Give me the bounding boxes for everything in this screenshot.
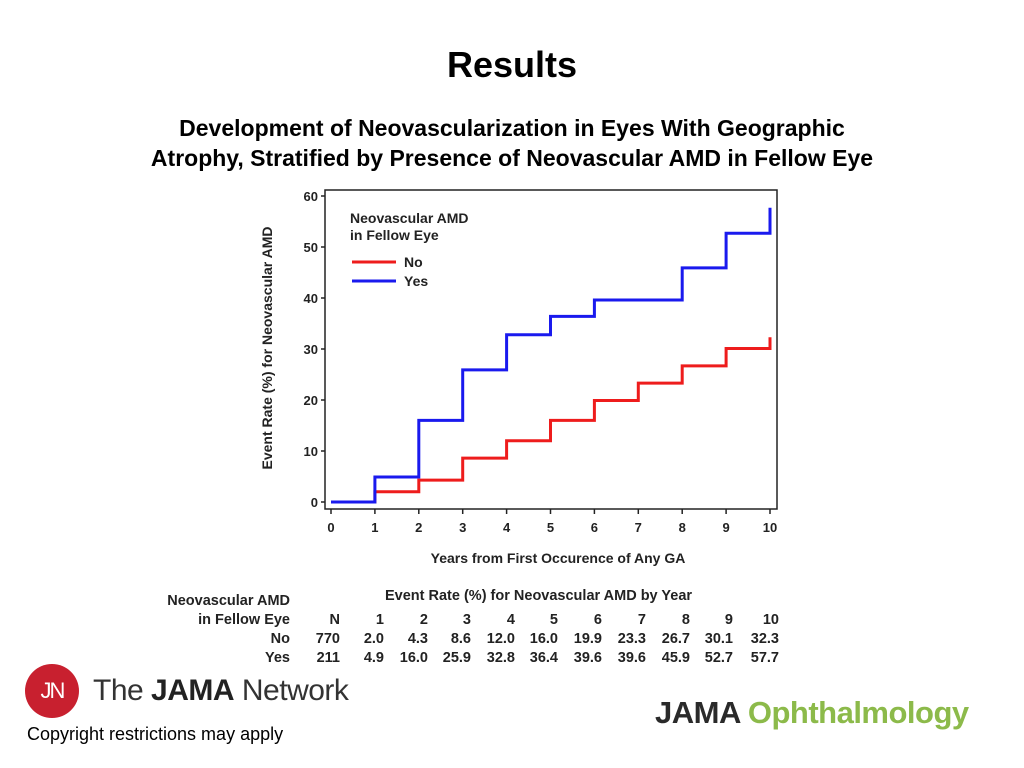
column-header: 10 [762,612,779,628]
x-tick-label: 9 [722,520,729,535]
y-tick-label: 0 [311,495,318,510]
row-label: Yes [265,650,290,666]
x-tick-label: 3 [459,520,466,535]
x-tick-label: 7 [635,520,642,535]
y-tick-label: 40 [304,291,318,306]
column-header: N [329,612,340,628]
table-cell: 16.0 [529,631,558,647]
table-cell: 16.0 [399,650,428,666]
column-header: 2 [419,612,428,628]
journal-name: Ophthalmology [747,695,969,730]
column-header: 7 [637,612,646,628]
legend-title-line-1: Neovascular AMD [350,210,469,226]
network-post: Network [234,674,349,707]
table-cell: 32.8 [486,650,515,666]
network-bold: JAMA [151,674,235,707]
table-cell: 2.0 [363,631,384,647]
table-cell: 32.3 [750,631,779,647]
row-label-header-2: in Fellow Eye [198,612,290,628]
y-axis-label: Event Rate (%) for Neovascular AMD [259,227,275,470]
jama-network-logo: JN [25,664,79,718]
journal-logo: JAMA Ophthalmology [655,695,969,731]
column-header: 8 [681,612,690,628]
row-label-header-1: Neovascular AMD [167,593,290,609]
x-tick-label: 1 [371,520,378,535]
y-tick-label: 50 [304,240,318,255]
column-header: 6 [593,612,602,628]
column-header: 1 [375,612,384,628]
x-tick-label: 2 [415,520,422,535]
table-cell: 45.9 [661,650,690,666]
table-cell: 4.3 [407,631,428,647]
y-tick-label: 20 [304,393,318,408]
y-tick-label: 10 [304,444,318,459]
column-header: 3 [462,612,471,628]
table-cell: 4.9 [363,650,384,666]
table-cell: 26.7 [661,631,690,647]
table-cell: 23.3 [617,631,646,647]
x-tick-label: 10 [763,520,777,535]
x-tick-label: 6 [591,520,598,535]
subtitle-line-1: Development of Neovascularization in Eye… [179,115,845,141]
legend-title-line-2: in Fellow Eye [350,227,439,243]
table-cell: 25.9 [442,650,471,666]
x-axis-label: Years from First Occurence of Any GA [431,550,686,566]
series-line-yes [331,207,772,504]
table-cell: 12.0 [486,631,515,647]
copyright-notice: Copyright restrictions may apply [27,724,284,744]
column-header: 4 [506,612,515,628]
row-label: No [270,631,290,647]
legend-label-yes: Yes [404,273,428,289]
column-header: 5 [549,612,558,628]
page-title: Results [446,44,578,85]
series-line-no [331,337,772,504]
x-tick-label: 0 [327,520,334,535]
table-title: Event Rate (%) for Neovascular AMD by Ye… [385,588,693,604]
table-cell: 30.1 [704,631,733,647]
table-cell: 36.4 [529,650,558,666]
table-cell: 8.6 [450,631,471,647]
table-cell: 52.7 [704,650,733,666]
jama-network-wordmark: The JAMA Network [93,674,349,708]
table-cell: 211 [316,650,340,666]
x-tick-label: 5 [547,520,554,535]
figure-subtitle: Development of Neovascularization in Eye… [60,113,964,173]
network-pre: The [93,674,152,707]
x-tick-label: 4 [503,520,511,535]
y-tick-label: 60 [304,189,318,204]
table-cell: 19.9 [573,631,602,647]
table-cell: 770 [315,631,340,647]
table-cell: 57.7 [750,650,779,666]
column-header: 9 [724,612,733,628]
legend-label-no: No [404,254,423,270]
table-cell: 39.6 [573,650,602,666]
table-cell: 39.6 [617,650,646,666]
journal-jama: JAMA [655,695,740,730]
subtitle-line-2: Atrophy, Stratified by Presence of Neova… [150,145,874,171]
y-tick-label: 30 [304,342,318,357]
x-tick-label: 8 [679,520,686,535]
